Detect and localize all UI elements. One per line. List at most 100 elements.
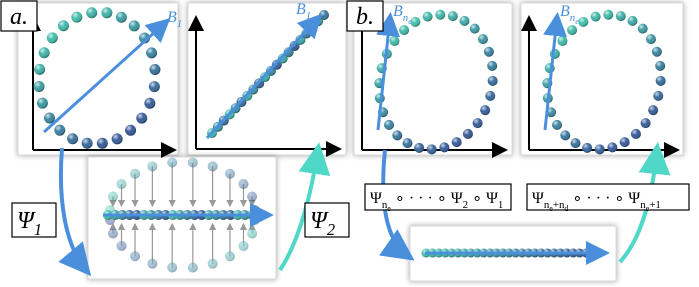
bead-shade bbox=[208, 259, 218, 269]
bead-shade bbox=[488, 76, 498, 86]
bead-shade bbox=[463, 129, 473, 139]
bead-shade bbox=[82, 138, 93, 149]
bead-shade bbox=[238, 241, 248, 251]
bead-shade bbox=[147, 161, 157, 171]
bead-shade bbox=[208, 161, 218, 171]
bead-shade bbox=[144, 98, 155, 109]
bead-shade bbox=[452, 137, 462, 147]
formula-part: B bbox=[560, 3, 570, 20]
flow-arrow bbox=[61, 148, 86, 270]
bead-shade bbox=[646, 34, 656, 44]
bead-shade bbox=[399, 25, 409, 35]
bead-shade bbox=[108, 191, 118, 201]
bead-shade bbox=[108, 229, 118, 239]
bead-shade bbox=[117, 179, 127, 189]
bead-shade bbox=[557, 36, 567, 46]
bead-shade bbox=[571, 138, 581, 148]
bead-shade bbox=[149, 64, 160, 75]
bead-shade bbox=[484, 47, 494, 57]
bead-shade bbox=[101, 7, 112, 18]
formula-part: +n bbox=[553, 199, 565, 211]
bead-shade bbox=[423, 12, 433, 22]
bead-shade bbox=[427, 144, 437, 154]
bead-shade bbox=[86, 7, 97, 18]
formula-part: +1 bbox=[649, 199, 661, 211]
bead-shade bbox=[616, 11, 626, 21]
bead-shade bbox=[578, 17, 588, 27]
bead-shade bbox=[470, 24, 480, 34]
bead-shade bbox=[439, 142, 449, 152]
bead-shade bbox=[552, 120, 562, 130]
bead-shade bbox=[136, 113, 147, 124]
bead-shade bbox=[130, 251, 140, 261]
formula-part: e bbox=[575, 17, 579, 26]
bead-shade bbox=[627, 16, 637, 26]
panel-a1 bbox=[18, 3, 178, 155]
formula-part: 1 bbox=[34, 220, 42, 239]
bead-shade bbox=[54, 125, 65, 136]
bead-shade bbox=[112, 133, 123, 144]
bead-shade bbox=[225, 169, 235, 179]
panel-tag: a. bbox=[10, 4, 28, 30]
bead-shade bbox=[392, 130, 402, 140]
formula-part: B bbox=[167, 9, 177, 26]
bead-shade bbox=[560, 130, 570, 140]
bead-shade bbox=[97, 138, 108, 149]
bead-shade bbox=[403, 138, 413, 148]
bead-shade bbox=[71, 12, 82, 23]
bead-shade bbox=[459, 16, 469, 26]
bead-shade bbox=[47, 32, 58, 43]
bead-shade bbox=[247, 229, 257, 239]
bead-shade bbox=[631, 129, 641, 139]
bead-shade bbox=[389, 36, 399, 46]
bead-shade bbox=[146, 47, 157, 58]
formula-part: 1 bbox=[177, 18, 182, 30]
bead-shade bbox=[435, 10, 445, 20]
bead-shade bbox=[225, 251, 235, 261]
bead-shade bbox=[129, 20, 140, 31]
bead-shade bbox=[655, 61, 665, 71]
formula-part: Ψ bbox=[370, 190, 382, 207]
formula-part: B bbox=[393, 3, 403, 20]
bead-shade bbox=[67, 133, 78, 144]
formula-part: 1 bbox=[306, 10, 311, 22]
bead-shade bbox=[384, 120, 394, 130]
formula-part: 1 bbox=[498, 199, 503, 211]
bead-shade bbox=[653, 91, 663, 101]
bead-shade bbox=[167, 157, 177, 167]
bead-shade bbox=[414, 143, 424, 153]
bead-shade bbox=[117, 241, 127, 251]
bead-shade bbox=[37, 98, 48, 109]
formula-part: B bbox=[296, 1, 306, 18]
bead-shade bbox=[591, 12, 601, 22]
bead-shade bbox=[130, 169, 140, 179]
bead-shade bbox=[478, 34, 488, 44]
bead-shade bbox=[648, 105, 658, 115]
bead-shade bbox=[638, 24, 648, 34]
figure: a. b. B1B1BneBneΨ1Ψ2Ψne ∘ · · · ∘ Ψ2 ∘ Ψ… bbox=[0, 0, 699, 287]
formula-part: Ψ bbox=[532, 190, 544, 207]
bead-shade bbox=[149, 81, 160, 92]
bead-shade bbox=[147, 259, 157, 269]
formula-part: ∘ · · · ∘ Ψ bbox=[568, 190, 640, 207]
bead-shade bbox=[607, 142, 617, 152]
bead-shade bbox=[485, 91, 495, 101]
bead-shade bbox=[652, 47, 662, 57]
bead-shade bbox=[247, 191, 257, 201]
bead-shade bbox=[641, 118, 651, 128]
bead-shade bbox=[620, 137, 630, 147]
bead-shade bbox=[238, 179, 248, 189]
bead-shade bbox=[595, 144, 605, 154]
bead-shade bbox=[188, 157, 198, 167]
bead-shade bbox=[188, 263, 198, 273]
formula-part: 2 bbox=[327, 220, 335, 239]
bead-shade bbox=[487, 61, 497, 71]
bead-shade bbox=[603, 10, 613, 20]
formula-part: ∘ Ψ bbox=[468, 190, 498, 207]
bead-shade bbox=[448, 11, 458, 21]
bead-shade bbox=[410, 17, 420, 27]
bead-shade bbox=[656, 76, 666, 86]
bead-shade bbox=[582, 143, 592, 153]
panel-tag: b. bbox=[356, 4, 374, 30]
bead-shade bbox=[34, 81, 45, 92]
